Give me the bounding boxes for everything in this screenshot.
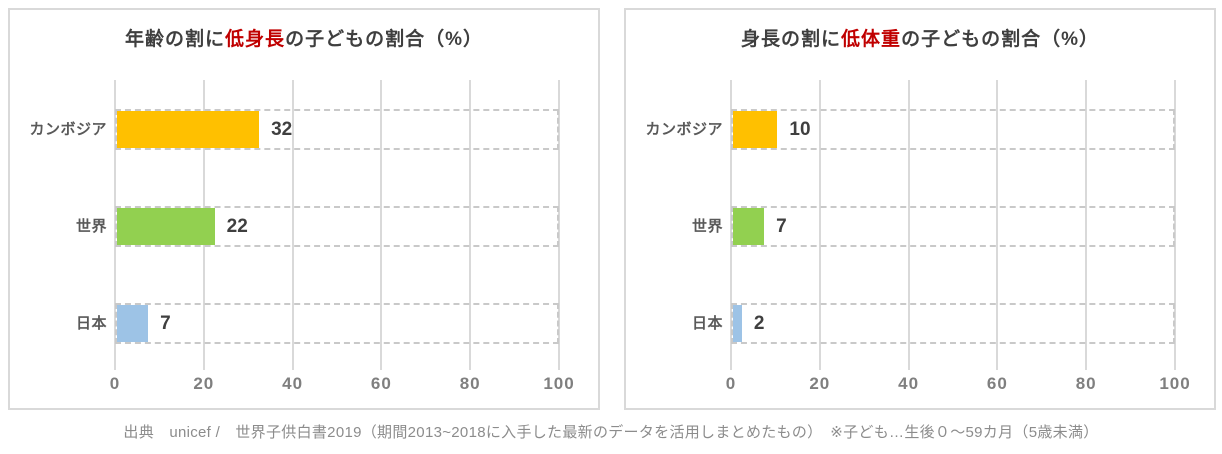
bar-2	[733, 208, 765, 245]
bar-track	[115, 206, 559, 247]
gridline	[996, 80, 999, 370]
bar-track	[731, 206, 1175, 247]
value-label: 10	[789, 119, 811, 140]
axis-tick-label: 60	[370, 374, 392, 393]
axis-tick-label: 60	[986, 374, 1008, 393]
category-label: カンボジア	[29, 121, 107, 138]
axis-tick-label: 20	[193, 374, 215, 393]
category-label: カンボジア	[645, 121, 723, 138]
bar-track	[731, 109, 1175, 150]
bar-1	[117, 111, 260, 148]
value-label: 22	[226, 216, 248, 237]
chart-title-suffix: の子どもの割合（%）	[901, 29, 1099, 50]
gridline	[907, 80, 910, 370]
chart-title-highlight: 低体重	[841, 29, 902, 50]
axis-tick-label: 0	[109, 374, 121, 393]
chart-title-prefix: 身長の割に	[741, 29, 842, 50]
gridline	[380, 80, 383, 370]
plot-area: 0 20 40 60 80 100 カンボジア 10 世界 7 日本 2	[626, 10, 1214, 408]
axis-tick-label: 40	[282, 374, 304, 393]
axis-tick-label: 0	[725, 374, 737, 393]
axis-tick-label: 80	[459, 374, 481, 393]
category-label: 日本	[75, 315, 107, 332]
category-label: 世界	[75, 218, 107, 235]
gridline	[558, 80, 560, 370]
bar-track	[115, 303, 559, 344]
bar-track	[115, 109, 559, 150]
source-note: 出典 unicef / 世界子供白書2019（期間2013~2018に入手した最…	[123, 424, 1099, 441]
gridline	[469, 80, 472, 370]
plot-area: 0 20 40 60 80 100 カンボジア 32 世界 22 日本 7	[10, 10, 598, 408]
axis-tick-label: 100	[1159, 374, 1191, 393]
category-label: 日本	[691, 315, 723, 332]
chart-panel-stunting: 年齢の割に低身長の子どもの割合（%） 0 20 40 60 80 100 カンボジア 32 世界…	[8, 8, 600, 410]
value-label: 7	[160, 313, 171, 334]
bar-1	[733, 111, 778, 148]
gridline	[291, 80, 294, 370]
axis-tick-label: 40	[898, 374, 920, 393]
axis-tick-label: 20	[809, 374, 831, 393]
axis-tick-label: 100	[543, 374, 575, 393]
chart-title: 年齢の割に低身長の子どもの割合（%）	[10, 24, 598, 51]
gridline	[818, 80, 821, 370]
chart-title-highlight: 低身長	[225, 29, 286, 50]
chart-title-prefix: 年齢の割に	[125, 29, 226, 50]
bar-2	[117, 208, 215, 245]
gridline	[1085, 80, 1088, 370]
gridline	[1174, 80, 1176, 370]
bar-track	[731, 303, 1175, 344]
chart-panel-wasting: 身長の割に低体重の子どもの割合（%） 0 20 40 60 80 100 カンボジア 10 世界…	[624, 8, 1216, 410]
value-label: 32	[271, 119, 293, 140]
chart-title-suffix: の子どもの割合（%）	[285, 29, 483, 50]
chart-title: 身長の割に低体重の子どもの割合（%）	[626, 24, 1214, 51]
bar-3	[117, 305, 149, 342]
value-label: 2	[753, 313, 765, 334]
bar-3	[733, 305, 742, 342]
value-label: 7	[776, 216, 787, 237]
axis-tick-label: 80	[1075, 374, 1097, 393]
category-label: 世界	[691, 218, 723, 235]
